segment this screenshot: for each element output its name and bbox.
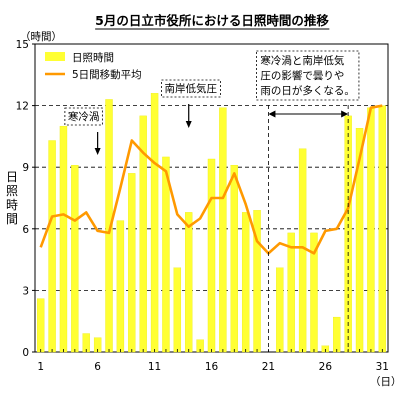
y-tick-label: 15 [16,39,29,51]
x-tick-label: 31 [376,361,389,373]
annotation-box [161,79,221,98]
legend: 日照時間 5日間移動平均 [45,52,142,81]
y-axis-label: 日照時間 [6,170,18,226]
chart-title: 5月の日立市役所における日照時間の推移 [95,13,329,28]
y-label-char: 間 [6,212,18,226]
bar [230,164,238,353]
bar [333,316,341,353]
x-tick-label: 6 [94,361,101,373]
annotation-label: 南岸低気圧 [164,82,217,95]
bar [287,232,295,353]
legend-bar-swatch [45,52,65,61]
y-tick-label: 9 [22,162,29,174]
y-tick-label: 0 [22,347,29,359]
bar [59,125,68,353]
y-tick-label: 12 [16,101,29,113]
x-tick-label: 1 [37,361,44,373]
x-tick-label: 26 [319,361,333,373]
bar [71,164,79,353]
annotation-label: 寒冷渦 [68,110,100,123]
x-tick-label: 16 [205,361,219,373]
annotation-label-line: 雨の日が多くなる。 [260,84,355,97]
bar [378,105,386,353]
range-arrow-head-left [268,110,276,118]
annotation-arrow-head [185,121,192,128]
bar [48,140,56,353]
moving-average-line [39,104,383,255]
annotation-box [256,50,360,101]
bar [298,148,307,353]
bar [150,93,159,353]
y-label-char: 日 [6,170,18,184]
annotation-box [64,107,103,126]
range-arrow-head-right [341,110,349,118]
legend-line-label: 5日間移動平均 [72,68,142,81]
x-tick-label: 21 [262,361,275,373]
x-ticks: 1 6 11 16 21 26 31 [37,349,389,373]
annotation-label-line: 圧の影響で曇りや [260,69,344,82]
bar [162,156,170,353]
bar [37,298,45,353]
bar [241,212,250,353]
bar [367,107,375,353]
y-ticks: 0 3 6 9 12 15 [16,39,35,359]
y-tick-label: 6 [22,224,29,236]
y-tick-label: 3 [22,285,29,297]
bar [116,220,125,353]
x-tick-label: 11 [148,361,161,373]
legend-bar-label: 日照時間 [72,52,114,64]
annotation-label-line: 寒冷渦と南岸低気 [260,54,344,67]
bar [219,107,227,353]
bar [185,212,193,353]
annotation-arrow-head [94,148,101,155]
bar-series [37,93,386,353]
y-label-char: 照 [6,184,18,198]
bar [173,267,182,353]
line-series [39,104,383,255]
bar [276,267,284,353]
bar [207,158,216,353]
y-label-char: 時 [6,198,18,212]
bar [128,173,136,353]
x-unit-label: （日） [370,376,400,388]
y-unit-label: （時間） [20,31,62,43]
